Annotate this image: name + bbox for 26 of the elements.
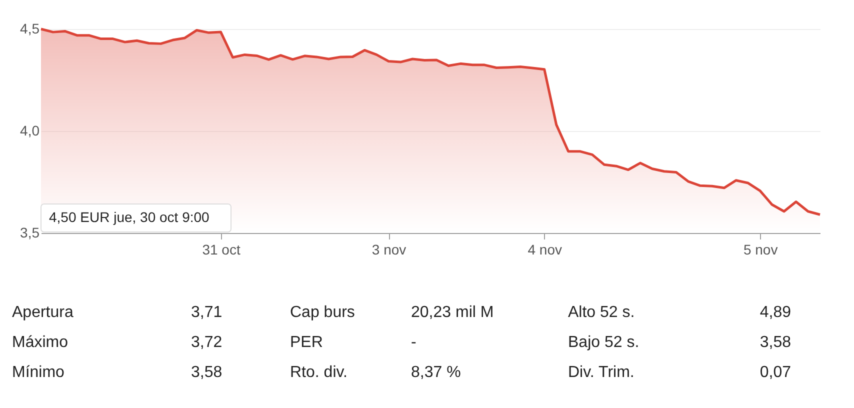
text: 3,72 — [191, 334, 222, 351]
text: Apertura — [12, 304, 74, 321]
x-tick-label: 4 nov — [528, 242, 562, 258]
text: - — [411, 334, 416, 351]
text: Cap burs — [290, 304, 355, 321]
x-tick-label: 3 nov — [372, 242, 406, 258]
text: 3,58 — [191, 364, 222, 381]
x-tick-label: 5 nov — [743, 242, 778, 258]
y-tick-label: 3,5 — [20, 224, 40, 240]
annotation: 4,50 EUR jue, 30 oct 9:00 — [49, 209, 210, 225]
text: Mínimo — [12, 364, 65, 381]
x-tick-label: 31 oct — [202, 242, 240, 258]
text: Máximo — [12, 334, 68, 351]
text: 3,71 — [191, 304, 222, 321]
text: Div. Trim. — [568, 364, 634, 381]
text: 0,07 — [760, 364, 792, 381]
text: Rto. div. — [290, 364, 348, 381]
text: PER — [290, 334, 323, 351]
text: 4,89 — [760, 304, 792, 321]
text: 20,23 mil M — [411, 304, 494, 321]
y-tick-label: 4,5 — [20, 20, 40, 36]
text: 8,37 % — [411, 364, 461, 381]
text: Alto 52 s. — [568, 304, 635, 321]
y-tick-label: 4,0 — [20, 122, 40, 138]
text: Bajo 52 s. — [568, 334, 640, 351]
text: 3,58 — [760, 334, 792, 351]
